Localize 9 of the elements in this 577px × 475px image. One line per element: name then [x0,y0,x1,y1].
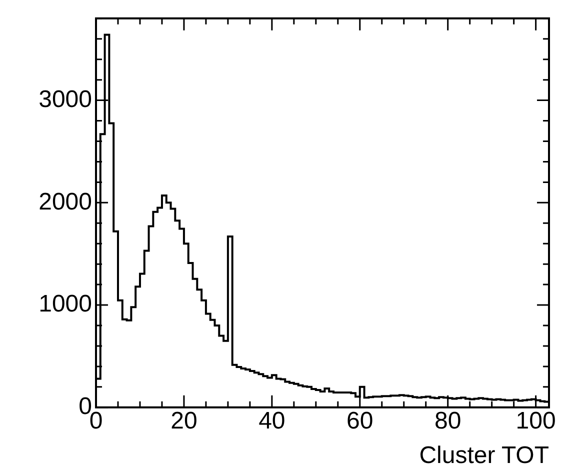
x-tick-label: 100 [516,407,556,434]
x-tick-label: 40 [258,407,286,434]
x-tick-label: 80 [434,407,462,434]
x-tick-label: 20 [170,407,198,434]
y-tick-label: 1000 [38,290,92,318]
y-tick-label: 2000 [38,188,92,216]
y-tick-label: 3000 [38,86,92,113]
x-axis-title: Cluster TOT [419,442,550,470]
x-tick-label: 60 [346,407,374,434]
